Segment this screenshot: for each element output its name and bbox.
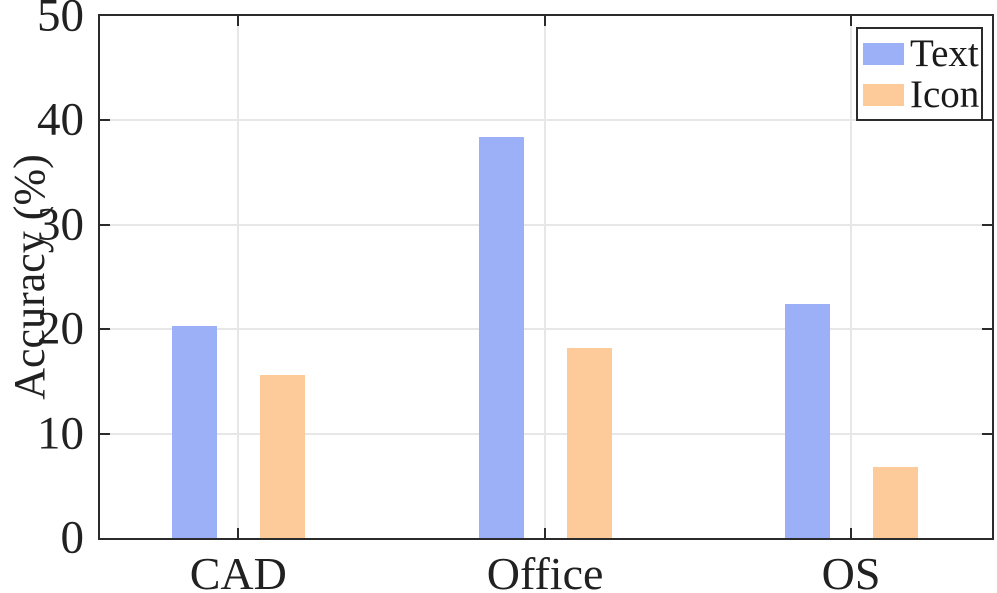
y-axis-label: Accuracy (%)	[5, 154, 54, 400]
bar-icon-os	[872, 467, 918, 538]
gridline-x-office	[544, 16, 547, 538]
legend-swatch-icon	[863, 83, 904, 106]
bar-text-office	[478, 137, 524, 538]
bar-text-os	[784, 304, 830, 538]
x-tick-label-cad: CAD	[189, 548, 287, 593]
legend-item-text: Text	[863, 32, 979, 75]
x-tick-mark	[237, 16, 240, 26]
y-tick-label-50: 50	[37, 0, 84, 42]
plot-area: Text Icon	[98, 14, 994, 540]
x-tick-label-office: Office	[486, 548, 604, 593]
x-tick-mark	[544, 16, 547, 26]
legend-label-text: Text	[910, 32, 979, 75]
x-tick-mark	[850, 16, 853, 26]
y-tick-mark	[100, 432, 110, 435]
y-tick-mark	[982, 432, 992, 435]
y-tick-label-20: 20	[37, 302, 84, 355]
bar-icon-cad	[259, 375, 305, 538]
gridline-x-os	[850, 16, 853, 538]
y-tick-mark	[100, 119, 110, 122]
y-tick-mark	[100, 328, 110, 331]
y-tick-label-0: 0	[60, 511, 85, 564]
legend-swatch-text	[863, 42, 904, 65]
y-tick-label-10: 10	[37, 407, 84, 460]
y-tick-mark	[982, 119, 992, 122]
y-tick-mark	[982, 223, 992, 226]
y-tick-label-40: 40	[37, 93, 84, 146]
y-tick-mark	[982, 328, 992, 331]
x-tick-mark	[237, 528, 240, 538]
bar-icon-office	[566, 348, 612, 538]
bar-text-cad	[171, 326, 217, 538]
x-tick-mark	[850, 528, 853, 538]
gridline-x-cad	[237, 16, 240, 538]
legend-item-icon: Icon	[863, 73, 980, 116]
y-tick-label-30: 30	[37, 198, 84, 251]
legend: Text Icon	[856, 27, 983, 121]
x-tick-mark	[544, 528, 547, 538]
y-tick-mark	[100, 223, 110, 226]
legend-label-icon: Icon	[910, 73, 980, 116]
x-tick-label-os: OS	[821, 548, 881, 593]
